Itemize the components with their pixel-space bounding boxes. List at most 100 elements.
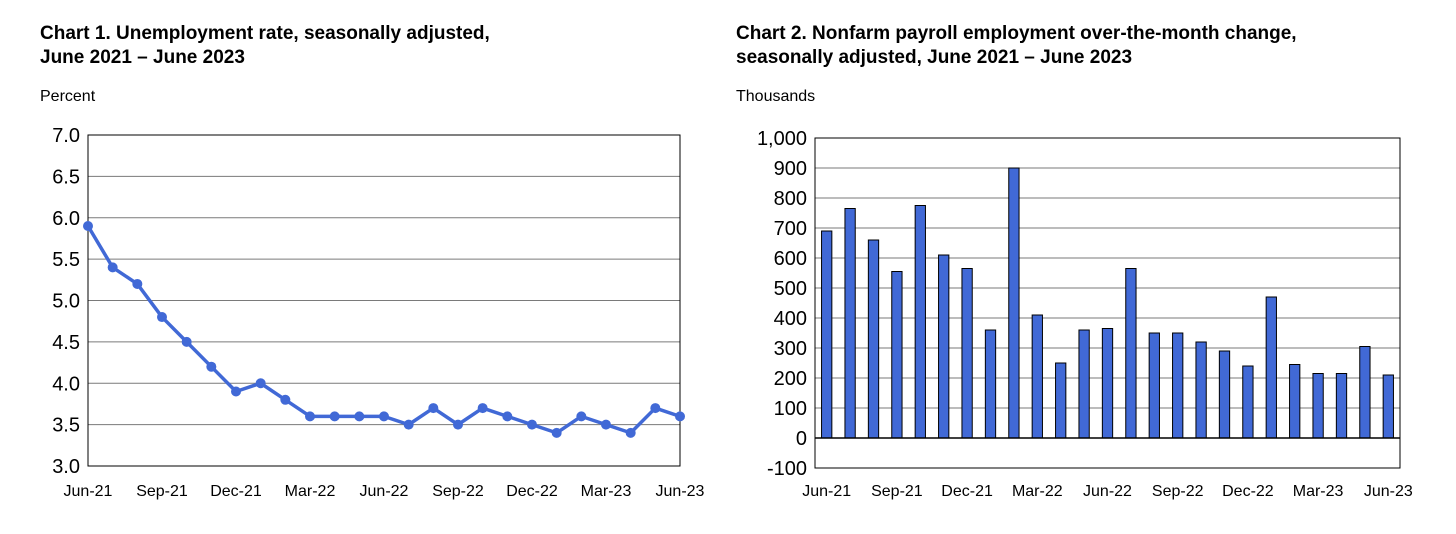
chart-1-data-point	[206, 361, 217, 372]
chart-1-data-point	[329, 411, 340, 422]
chart-1-data-point	[601, 419, 611, 430]
chart-1-plot: 3.0 3.5 4.0 4.5 5.0 5.5 6.0 6.5 7.0 Jun-21 Sep-21 D…	[52, 125, 705, 500]
chart-2-y-tick-label: 300	[774, 338, 807, 360]
chart-1-data-point	[157, 312, 167, 323]
chart-1-y-tick-label: 6.0	[52, 208, 80, 230]
chart-1-data-point	[428, 403, 439, 414]
chart-2-bar	[1242, 365, 1254, 439]
chart-1-data-point	[551, 427, 562, 438]
chart-1-x-tick-label: Jun-23	[656, 483, 705, 500]
chart-2-bar	[867, 239, 880, 439]
chart-2-x-tick-label: Jun-21	[802, 483, 851, 500]
chart-2-bar	[1312, 373, 1324, 439]
chart-1-y-tick-label: 5.5	[52, 249, 80, 271]
chart-2-bar	[1008, 167, 1020, 439]
chart-1-x-tick-label: Jun-21	[64, 483, 113, 500]
chart-1-data-point	[255, 378, 266, 389]
chart-2-bar	[938, 254, 950, 439]
chart-1-y-tick-label: 6.5	[52, 166, 80, 188]
chart-1-data-point	[527, 419, 537, 430]
chart-2-y-axis-unit: Thousands	[736, 88, 816, 105]
chart-2-x-tick-label: Dec-22	[1222, 483, 1274, 500]
chart-1-y-tick-label: 4.5	[52, 332, 80, 354]
chart-1-y-tick-label: 3.5	[52, 415, 80, 437]
chart-2-bar	[1101, 328, 1114, 439]
chart-2-bar	[961, 268, 973, 439]
chart-2-x-tick-label: Mar-22	[1012, 483, 1063, 500]
chart-2-x-tick-label: Jun-22	[1083, 483, 1132, 500]
chart-1-data-point	[477, 403, 488, 414]
chart-2-x-tick-label: Sep-22	[1152, 483, 1204, 500]
chart-1-data-point	[107, 262, 118, 273]
chart-2-x-tick-label: Jun-23	[1364, 483, 1413, 500]
chart-1-title: Chart 1. Unemployment rate, seasonally a…	[40, 22, 490, 70]
chart-2-y-tick-label: -100	[767, 458, 807, 480]
chart-2-title: Chart 2. Nonfarm payroll employment over…	[736, 22, 1297, 70]
chart-2-title-line-1: Chart 2. Nonfarm payroll employment over…	[736, 23, 1297, 44]
chart-1-x-tick-label: Dec-21	[210, 483, 262, 500]
chart-2-y-tick-label: 700	[774, 218, 807, 240]
chart-2-y-tick-label: 500	[774, 278, 807, 300]
chart-1-data-point	[132, 278, 143, 289]
chart-1-y-tick-label: 3.0	[52, 456, 80, 478]
chart-1-data-point	[354, 411, 365, 422]
chart-1-title-line-1: Chart 1. Unemployment rate, seasonally a…	[40, 23, 490, 44]
chart-1-data-point	[280, 394, 291, 405]
chart-1-x-tick-label: Jun-22	[360, 483, 409, 500]
chart-1-data-point	[675, 411, 685, 422]
chart-1-series-line	[86, 225, 681, 435]
chart-1-title-line-2: June 2021 – June 2023	[40, 47, 245, 68]
chart-2-bar	[844, 208, 856, 439]
chart-2-plot: -100 0 100 200 300 400 500 600 700 800 900 1,000 Jun…	[757, 128, 1413, 500]
chart-2-bar	[1125, 268, 1137, 439]
chart-2-bar	[1031, 314, 1043, 439]
chart-2-bar	[1289, 364, 1301, 439]
chart-2-y-tick-label: 400	[774, 308, 807, 330]
chart-2-bar	[1265, 296, 1277, 439]
chart-1-x-tick-label: Mar-22	[285, 483, 336, 500]
chart-2-y-tick-label: 1,000	[757, 128, 807, 150]
chart-2-bar	[914, 205, 926, 439]
chart-1-plot-border	[87, 134, 681, 467]
chart-2-bar	[984, 329, 997, 439]
chart-1-y-axis-unit: Percent	[40, 88, 96, 105]
chart-1-x-tick-label: Mar-23	[581, 483, 632, 500]
chart-1-x-tick-label: Dec-22	[506, 483, 558, 500]
chart-1-x-tick-label: Sep-22	[432, 483, 484, 500]
chart-2-y-tick-label: 200	[774, 368, 807, 390]
chart-1-data-point	[379, 411, 389, 422]
chart-2-bar	[1218, 350, 1231, 439]
chart-1-y-tick-label: 5.0	[52, 291, 80, 313]
chart-2-x-tick-label: Mar-23	[1293, 483, 1344, 500]
chart-2-y-tick-label: 900	[774, 158, 807, 180]
chart-1-data-point	[650, 403, 661, 414]
chart-2-y-tick-label: 800	[774, 188, 807, 210]
chart-2-bar	[1055, 362, 1067, 439]
chart-1-y-tick-label: 7.0	[52, 125, 80, 147]
chart-1-y-tick-label: 4.0	[52, 373, 80, 395]
chart-1-data-point	[231, 386, 241, 397]
chart-2-bar	[1172, 332, 1184, 439]
chart-2-title-line-2: seasonally adjusted, June 2021 – June 20…	[736, 47, 1133, 68]
chart-1-data-point	[403, 419, 414, 430]
chart-2-y-tick-label: 0	[796, 428, 807, 450]
chart-2-bar	[821, 230, 833, 439]
chart-2-y-tick-label: 600	[774, 248, 807, 270]
chart-2-bar	[1382, 374, 1394, 439]
chart-2-bar	[1195, 341, 1207, 439]
chart-1-data-point	[453, 419, 463, 430]
chart-1-x-tick-label: Sep-21	[136, 483, 188, 500]
chart-2-x-tick-label: Sep-21	[871, 483, 923, 500]
chart-1-data-point	[83, 221, 93, 232]
chart-2-bar	[891, 271, 903, 439]
chart-2-bar	[1359, 346, 1371, 439]
chart-2-bar	[1078, 329, 1090, 439]
chart-2-bar	[1335, 373, 1348, 439]
chart-1-data-point	[502, 411, 513, 422]
chart-1-data-point	[576, 411, 587, 422]
chart-2-x-tick-label: Dec-21	[941, 483, 993, 500]
chart-1-data-point	[625, 427, 636, 438]
chart-2-plot-border	[814, 137, 1401, 469]
chart-1-panel: Chart 1. Unemployment rate, seasonally a…	[0, 0, 720, 534]
chart-2-y-tick-label: 100	[774, 398, 807, 420]
